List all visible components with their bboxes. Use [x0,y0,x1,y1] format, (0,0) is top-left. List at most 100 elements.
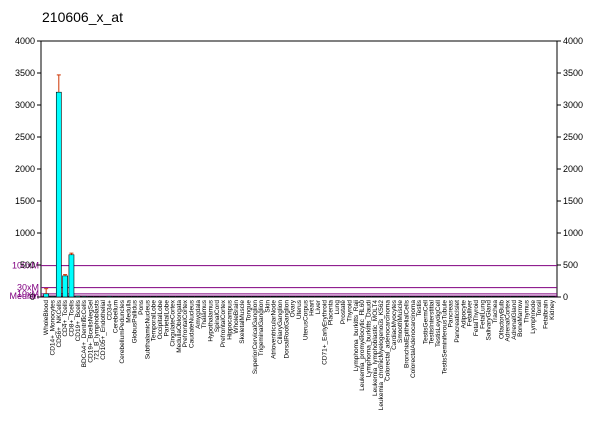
x-tick-label: CaudateNucleus [189,299,196,348]
bar [131,296,138,298]
bar [68,254,75,298]
x-tick-label: Cerebellum [113,300,120,333]
x-tick-label: AtrioventricularNode [271,300,278,359]
bar [479,296,486,298]
bar [416,296,422,298]
x-tick-label: CD19+_BcellsNegSel [87,299,94,362]
bar [403,296,410,298]
y-tick-label-left: 500 [20,260,35,270]
bar [492,296,498,298]
x-tick-label: Lung [334,300,341,315]
bar [435,296,441,298]
x-tick-label: CerebellumPeduncles [119,299,126,363]
x-tick-label: SkeletalMuscle [239,300,246,344]
bar [150,296,157,298]
bar [365,296,372,298]
bar [466,296,473,298]
x-tick-label: WholeBrain [233,300,240,334]
bar [523,296,530,298]
x-tick-label: CiliaryGanglion [277,300,284,344]
bar [182,296,189,298]
x-tick-label: ColorectalAdenocarcinoma [410,300,417,378]
bars [43,74,555,298]
bar [258,296,264,298]
bar [460,296,467,298]
x-tick-label: Pancreas [448,299,455,327]
x-tick-label: Tonsil [536,299,543,316]
bar [296,296,302,298]
bar [239,296,245,298]
bar [378,296,385,298]
x-tick-label: SuperiorCervicalGanglion [252,300,259,374]
x-tick-label: Colorectal_adenocarcinoma [384,300,391,381]
x-tick-label: Adipocyte [460,300,467,329]
bar [441,296,448,298]
x-tick-label: Ovary [290,299,297,317]
bar [245,296,252,298]
x-tick-label: Placenta [328,300,335,326]
bar [536,296,543,298]
x-tick-label: SpinalCord [214,300,221,333]
x-tick-label: GlobusPallidus [132,299,139,343]
bar [144,296,151,298]
bar [315,296,321,298]
x-tick-label: Hypothalamus [208,299,215,341]
x-tick-label: CD71+_EarlyErythroid [321,300,328,365]
x-tick-label: Skin [264,300,271,313]
x-tick-label: Pons [138,299,145,315]
bar [277,296,283,298]
bar [93,296,100,298]
y-tick-label-left: 0 [30,292,35,302]
y-tick-label-left: 3000 [15,100,35,110]
x-tick-label: CD14+_Monocytes [49,299,56,355]
bar [176,296,182,298]
x-tick-label: CD105+_Endothelial [100,299,107,359]
x-tick-label: FetalLung [479,300,486,329]
bar [384,296,391,298]
bar [226,296,233,298]
bar [201,296,208,298]
x-tick-label: AdrenalCortex [505,299,512,341]
bar [359,296,366,298]
bar [74,295,81,298]
x-tick-label: Fetalliver [467,299,474,326]
bar [188,296,195,298]
x-tick-label: CD34+ [106,300,113,321]
x-tick-label: Tongue [245,300,252,322]
bar [549,296,555,298]
bar [195,296,201,298]
x-tick-label: MedullaOblongata [176,300,183,353]
x-tick-label: PrefrontalCortex [182,299,189,347]
x-tick-label: SmoothMuscle [397,300,404,343]
x-tick-label: Uterus [296,299,303,319]
plot-area [40,40,558,298]
bar [321,296,328,298]
x-tick-label: Thalamus [201,299,208,328]
bar [251,296,258,298]
y-tick-label-left: 2500 [15,132,35,142]
bar [409,296,416,298]
bar [232,296,239,298]
bar [169,296,176,298]
x-tick-label: TrigeminalGanglion [258,300,265,357]
x-tick-label: Thymus [524,299,531,323]
bar [504,296,511,298]
x-tick-label: OccipitalLobe [157,300,164,340]
x-tick-label: Leukemia_promyelocytic_HL60 [359,300,366,391]
x-tick-label: Lymphoma_burkitts_Daudi [366,300,373,377]
bar [308,296,315,298]
x-tick-label: BronchialEpithelialCells [403,299,410,368]
x-tick-label: AdrenalGland [511,300,518,340]
x-tick-label: Lymphoma_burkitts_Raji [353,300,360,371]
bar [157,296,163,298]
reference-line-label: Median [9,291,39,301]
bar [138,296,144,298]
bar [264,296,271,298]
x-tick-label: OlfactoryBulb [498,300,505,339]
x-tick-label: FetalThyroid [473,300,480,337]
bar [334,296,340,298]
x-tick-label: TestisSeminiferousTubule [441,300,448,375]
y-tick-label-left: 3500 [15,68,35,78]
x-tick-label: BDCA4+_DentriticCells [81,299,88,367]
